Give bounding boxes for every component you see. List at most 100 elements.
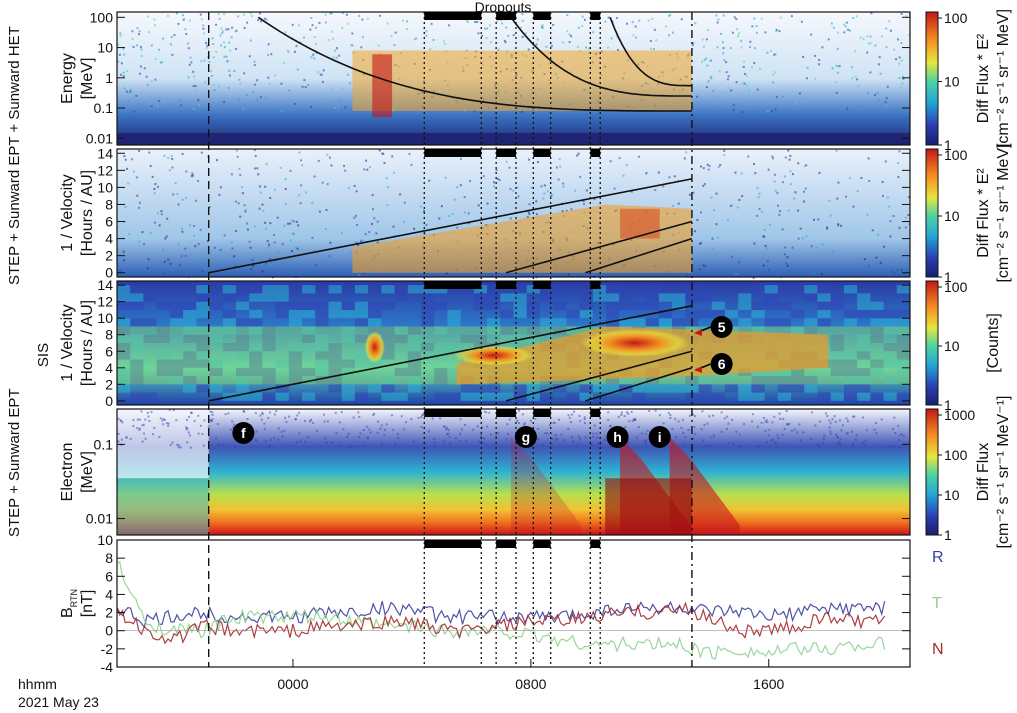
- velocity-speckle: [160, 213, 163, 216]
- energy-speckle: [848, 29, 851, 32]
- velocity-speckle: [234, 265, 237, 268]
- electron-speckle: [823, 437, 826, 440]
- velocity-speckle: [694, 230, 697, 233]
- energy-speckle: [773, 53, 776, 56]
- sis-cell: [262, 293, 276, 302]
- velocity-speckle: [180, 227, 183, 230]
- sis-cell: [354, 309, 369, 319]
- velocity-speckle: [797, 162, 800, 165]
- colorbar-tick-label-sis: 100: [944, 279, 968, 295]
- electron-speckle: [544, 432, 547, 435]
- dropout-bar-2: [496, 149, 516, 157]
- velocity-speckle: [249, 246, 252, 249]
- energy-speckle: [900, 12, 903, 15]
- sis-cell: [315, 367, 329, 377]
- ytick-label-energy: 0.1: [94, 100, 114, 116]
- energy-speckle: [604, 20, 607, 23]
- sis-cell: [262, 376, 276, 385]
- sis-cell: [857, 351, 871, 360]
- energy-speckle: [775, 29, 778, 32]
- electron-speckle: [732, 442, 735, 445]
- electron-speckle: [603, 438, 606, 441]
- xtick-label: 0800: [515, 676, 546, 692]
- velocity-speckle: [784, 246, 787, 249]
- electron-speckle: [285, 420, 288, 423]
- electron-speckle: [129, 437, 132, 440]
- energy-speckle: [332, 37, 335, 40]
- sis-cell: [539, 293, 554, 302]
- electron-speckle: [165, 422, 168, 425]
- sis-cell: [117, 367, 131, 377]
- sis-cell: [487, 301, 501, 310]
- electron-speckle: [460, 428, 463, 431]
- sis-cell: [407, 351, 421, 360]
- energy-speckle: [200, 60, 203, 63]
- sis-cell: [407, 334, 421, 343]
- velocity-speckle: [276, 216, 279, 219]
- energy-speckle: [550, 44, 553, 47]
- energy-speckle: [322, 69, 325, 72]
- energy-speckle: [303, 36, 306, 39]
- electron-speckle: [571, 413, 573, 416]
- time-markers: [207, 12, 693, 667]
- velocity-speckle: [158, 224, 161, 227]
- sis-cell: [302, 301, 316, 310]
- electron-speckle: [416, 445, 419, 448]
- energy-speckle: [652, 47, 655, 50]
- sis-cell: [883, 359, 897, 368]
- sis-cell: [117, 334, 131, 343]
- velocity-speckle: [897, 162, 900, 165]
- electron-speckle: [575, 444, 578, 447]
- velocity-speckle: [456, 186, 459, 189]
- sis-cell: [791, 309, 805, 319]
- velocity-speckle: [261, 270, 264, 273]
- ylabel-brtn: BRTN[nT]: [59, 589, 96, 618]
- electron-speckle: [681, 418, 684, 421]
- electron-speckle: [887, 445, 890, 448]
- velocity-speckle: [537, 161, 540, 164]
- energy-speckle: [153, 18, 156, 21]
- energy-speckle: [585, 46, 588, 49]
- electron-speckle: [680, 426, 683, 429]
- energy-dispersion-curve-1: [257, 16, 692, 112]
- energy-speckle: [425, 30, 428, 33]
- energy-speckle: [836, 71, 839, 74]
- energy-speckle: [898, 76, 901, 79]
- velocity-speckle: [386, 204, 389, 207]
- sis-cell: [341, 359, 355, 368]
- velocity-speckle: [840, 224, 843, 227]
- electron-speckle: [479, 434, 482, 437]
- ylabel-line: [MeV]: [79, 58, 96, 100]
- electron-speckle: [261, 412, 264, 415]
- velocity-speckle: [281, 243, 284, 246]
- velocity-speckle: [219, 248, 222, 251]
- energy-speckle: [346, 22, 349, 25]
- sis-cell: [381, 351, 395, 360]
- ylabel-electron: Electron [MeV]: [59, 443, 96, 502]
- electron-speckle: [537, 437, 540, 440]
- electron-speckle: [627, 442, 630, 445]
- electron-speckle: [900, 433, 903, 436]
- ytick-label-velocity: 4: [105, 231, 113, 247]
- energy-speckle: [425, 34, 428, 37]
- electron-speckle: [712, 414, 715, 417]
- sis-cell: [777, 367, 792, 377]
- electron-speckle: [579, 419, 582, 422]
- energy-speckle: [242, 107, 245, 110]
- sis-cell: [315, 359, 329, 368]
- electron-speckle: [158, 436, 161, 439]
- energy-speckle: [268, 82, 271, 85]
- electron-speckle: [142, 432, 145, 435]
- side-label-sis: SIS: [35, 343, 52, 367]
- electron-injection-1: [511, 437, 582, 535]
- velocity-speckle: [881, 180, 884, 183]
- electron-speckle: [534, 417, 537, 420]
- velocity-speckle: [657, 171, 660, 174]
- sis-cell: [526, 301, 540, 310]
- sis-cell: [341, 334, 355, 343]
- electron-speckle: [796, 431, 799, 434]
- electron-speckle: [829, 422, 832, 425]
- electron-speckle: [811, 411, 814, 414]
- electron-speckle: [854, 438, 857, 441]
- electron-speckle: [693, 433, 696, 436]
